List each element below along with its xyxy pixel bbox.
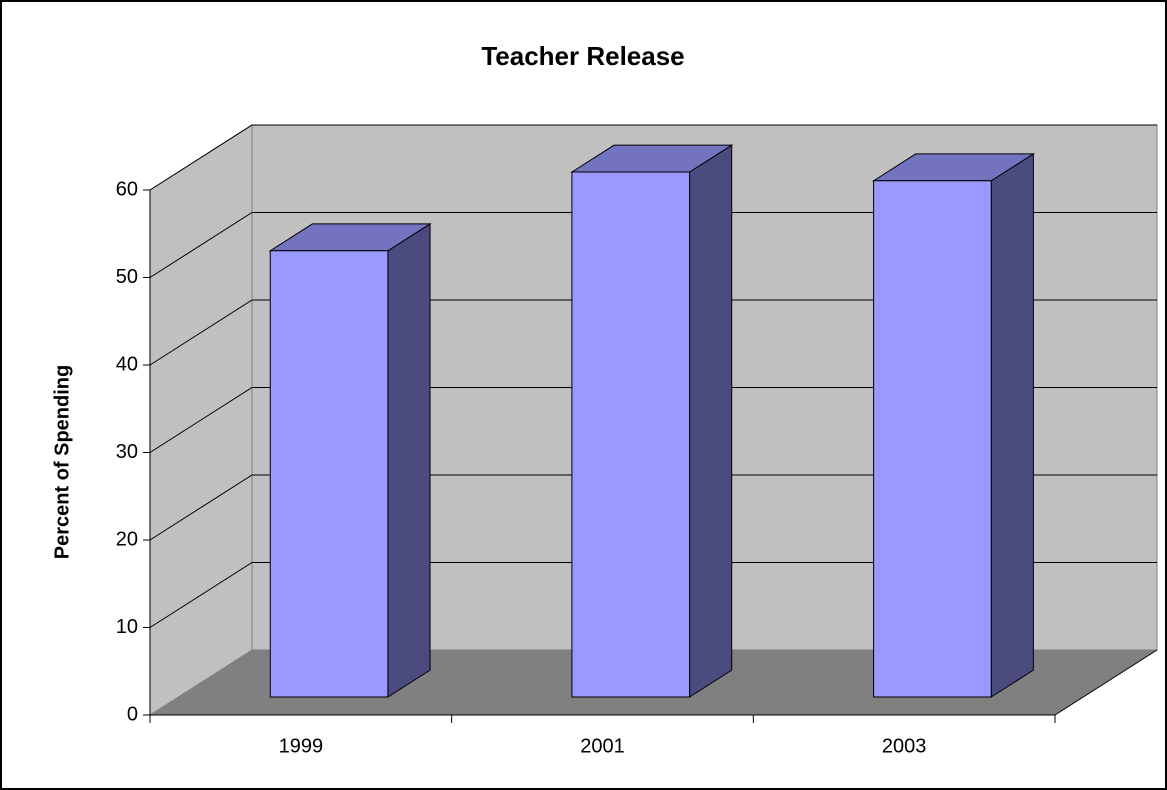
grid-line [149, 299, 1157, 366]
grid-line [149, 212, 1157, 278]
bar [571, 171, 691, 698]
grid-line [149, 562, 1157, 628]
grid-line [149, 474, 1157, 541]
y-tick-label: 10 [116, 616, 138, 638]
grid-line [149, 124, 1157, 191]
y-tick-label: 30 [116, 441, 138, 463]
bar-side [990, 152, 1034, 698]
floor-edge [1054, 649, 1158, 716]
grid-line [149, 387, 1157, 453]
bar [269, 250, 389, 698]
y-axis-title: Percent of Spending [51, 365, 73, 559]
y-tick-label: 20 [116, 528, 138, 550]
y-tick-label: 0 [127, 703, 138, 725]
x-tick-label: 1999 [279, 735, 324, 757]
x-tick-label: 2001 [580, 735, 625, 757]
x-tick-label: 2003 [882, 735, 927, 757]
bar [873, 180, 992, 698]
y-tick-label: 60 [116, 178, 138, 200]
bar-side [689, 144, 733, 698]
y-tick-label: 50 [116, 266, 138, 288]
bar-side [387, 222, 431, 698]
y-tick-label: 40 [116, 353, 138, 375]
chart-title: Teacher Release [481, 41, 684, 71]
